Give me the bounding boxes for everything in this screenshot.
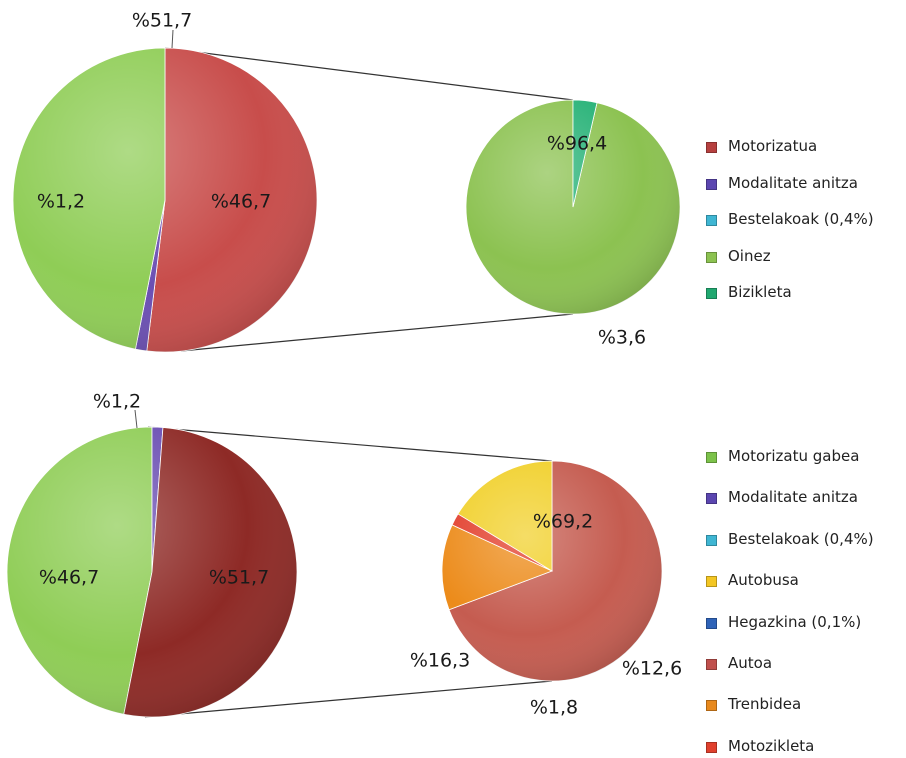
detail-pie-label-bizikleta: %3,6 <box>598 327 646 349</box>
main-pie-label-modalitate-anitza: %1,2 <box>37 191 85 213</box>
legend-label: Modalitate anitza <box>728 173 858 192</box>
detail-pie-shading <box>466 100 680 314</box>
main-pie-label-oinez-eta-bizikleta: %46,7 <box>211 191 271 213</box>
detail-pie-label-autobusa: %16,3 <box>410 650 470 672</box>
legend-swatch <box>706 493 717 505</box>
legend-swatch <box>706 576 717 588</box>
legend-swatch <box>706 251 717 263</box>
connector-line-2 <box>180 313 574 352</box>
legend-label: Motozikleta <box>728 736 815 755</box>
chart-walking-cycling-breakdown: %51,7 %1,2 %46,7 %96,4 %3,6 <box>12 10 681 353</box>
small-slice-leader-line <box>171 29 174 49</box>
detail-pie-label-trenbidea: %12,6 <box>622 658 682 680</box>
legend-swatch <box>706 741 717 753</box>
legend-swatch <box>706 142 717 153</box>
detail-pie-label-motozikleta: %1,8 <box>530 697 578 719</box>
detail-pie-label-oinez: %96,4 <box>547 133 607 155</box>
main-pie-label-modalitate-anitza: %1,2 <box>93 391 141 413</box>
legend-label: Motorizatua <box>728 137 818 155</box>
legend-swatch <box>706 617 717 629</box>
small-slice-leader-line <box>134 409 138 429</box>
legend-label: Autoa <box>728 654 773 672</box>
legend-swatch <box>706 534 717 546</box>
legend-swatch <box>706 700 717 712</box>
main-pie-label-motorizatua: %51,7 <box>209 567 269 589</box>
legend-swatch <box>706 215 717 226</box>
connector-line-2 <box>144 680 553 718</box>
legend-label: Modalitate anitza <box>728 488 858 507</box>
legend-swatch <box>706 452 717 463</box>
legend-swatch <box>706 659 717 670</box>
detail-pie-shading <box>442 461 662 681</box>
legend-label: Trenbidea <box>728 695 802 714</box>
legend-label: Bizikleta <box>728 283 792 301</box>
connector-line-1 <box>164 47 574 101</box>
legend-swatch <box>706 178 717 190</box>
main-pie-label-motorizatu-gabea: %46,7 <box>39 567 99 589</box>
main-pie-label-motorizatua: %51,7 <box>132 10 192 32</box>
legend-label: Hegazkina (0,1%) <box>728 612 862 631</box>
chart-motorized-breakdown: %46,7 %1,2 %51,7 %69,2 %12,6 %1,8 %16,3 <box>6 391 682 719</box>
legend-label: Autobusa <box>728 571 799 590</box>
legend-label: Bestelakoak (0,4%) <box>728 210 874 228</box>
legend-label: Bestelakoak (0,4%) <box>728 529 874 548</box>
legend-label: Motorizatu gabea <box>728 447 860 465</box>
legend-swatch <box>706 288 717 299</box>
connector-line-1 <box>147 426 553 462</box>
main-pie-shading <box>13 48 317 352</box>
main-pie-shading <box>7 427 297 717</box>
legend-label: Oinez <box>728 246 771 265</box>
detail-pie-label-autoa: %69,2 <box>533 511 593 533</box>
